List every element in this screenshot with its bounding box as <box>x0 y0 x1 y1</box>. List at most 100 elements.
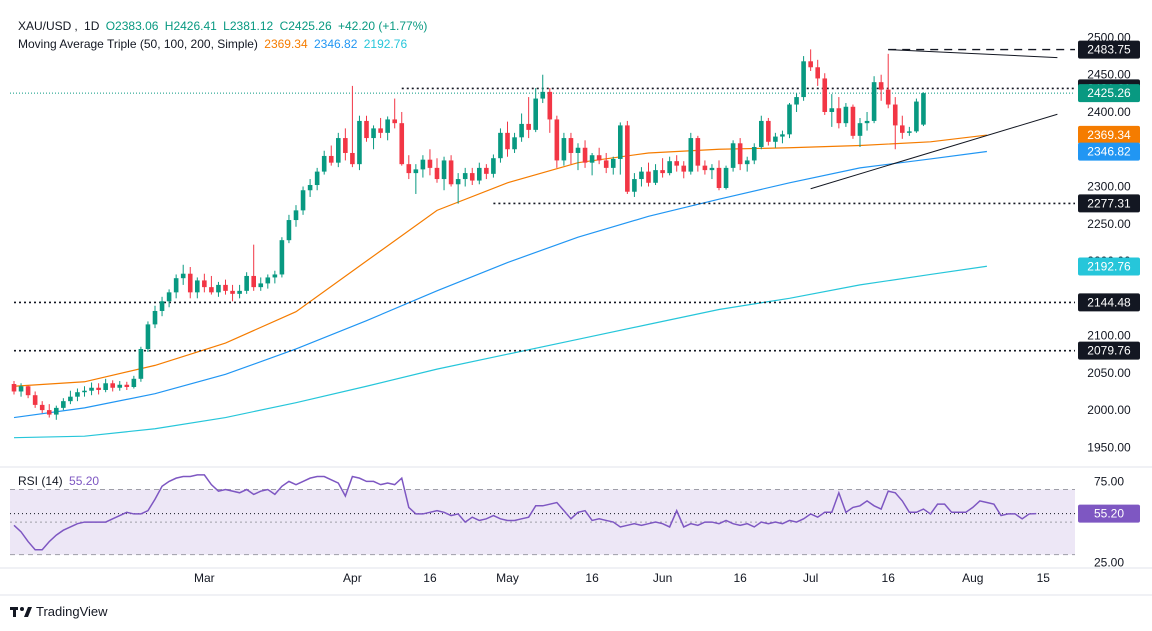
candle-body <box>110 383 115 388</box>
candle-body <box>300 190 306 211</box>
moving-averages <box>13 134 987 439</box>
ma-title[interactable]: Moving Average Triple (50, 100, 200, Sim… <box>18 37 258 51</box>
candle <box>265 274 271 289</box>
level-label-text: 2144.48 <box>1087 295 1131 309</box>
candle <box>209 275 214 295</box>
candle <box>25 385 31 399</box>
candle <box>498 128 503 163</box>
candle-body <box>660 170 665 174</box>
candle-body <box>603 160 609 168</box>
level-label: 2144.48 <box>1078 293 1140 312</box>
candle <box>737 138 743 171</box>
candle <box>921 92 926 127</box>
candle <box>892 97 898 150</box>
candle <box>477 162 482 185</box>
ma100-line <box>13 150 987 419</box>
candle <box>723 165 729 190</box>
time-tick-label: 16 <box>423 571 437 585</box>
candle <box>596 147 602 165</box>
price-tick-label: 2300.00 <box>1087 180 1131 194</box>
candle-body <box>434 167 440 180</box>
time-tick-label: 16 <box>882 571 896 585</box>
candle-body <box>618 125 623 159</box>
candle <box>159 296 165 317</box>
candle <box>815 59 820 86</box>
time-tick-label: 16 <box>733 571 747 585</box>
rsi-last-label-text: 55.20 <box>1094 507 1124 521</box>
candle <box>448 155 454 187</box>
rsi-last-label: 55.20 <box>1078 504 1140 523</box>
candle <box>716 160 722 191</box>
ma-label-text: 2346.82 <box>1087 145 1131 159</box>
time-tick-label: Apr <box>343 571 362 585</box>
candle-body <box>625 125 630 192</box>
candle <box>660 158 665 178</box>
ma50-value: 2369.34 <box>264 37 308 51</box>
candle <box>730 140 736 172</box>
rsi-title[interactable]: RSI (14) <box>18 474 63 488</box>
candle-body <box>237 290 242 294</box>
candle <box>843 103 849 127</box>
candle <box>780 130 785 144</box>
candle-body <box>180 273 186 279</box>
candle-body <box>420 159 426 170</box>
candle-body <box>124 384 130 387</box>
candle <box>145 321 151 352</box>
candle <box>420 155 426 178</box>
candle-body <box>209 287 214 293</box>
candle <box>512 132 517 153</box>
candle <box>836 97 842 129</box>
ma100-value: 2346.82 <box>314 37 358 51</box>
candle-body <box>491 158 496 174</box>
candle-body <box>864 120 870 124</box>
candle-body <box>11 384 17 392</box>
candle <box>864 111 870 131</box>
candle-body <box>829 108 835 112</box>
tradingview-logo-icon <box>10 606 32 617</box>
ma-legend: Moving Average Triple (50, 100, 200, Sim… <box>18 37 410 51</box>
last-price-label-text: 2425.26 <box>1087 86 1131 100</box>
candle <box>413 164 419 194</box>
price-tick-label: 2450.00 <box>1087 68 1131 82</box>
ma200-value: 2192.76 <box>363 37 408 51</box>
ma-label-bg <box>1078 257 1140 276</box>
candle-body <box>96 387 101 390</box>
candle-body <box>251 275 256 288</box>
candle-body <box>723 167 729 189</box>
candle-body <box>766 120 771 142</box>
timeframe[interactable]: 1D <box>84 19 100 33</box>
candle <box>744 156 750 172</box>
last-price-label: 2425.26 <box>1078 84 1140 103</box>
candle <box>674 155 679 172</box>
level-label-text: 2079.76 <box>1087 344 1131 358</box>
ohlc-high: H2426.41 <box>164 19 217 33</box>
candle <box>138 346 144 382</box>
candle <box>540 74 546 104</box>
candle <box>202 273 207 293</box>
symbol-name[interactable]: XAU/USD <box>18 19 72 33</box>
rsi-last-label-bg <box>1078 504 1140 523</box>
candle <box>399 111 405 166</box>
candle <box>32 391 38 408</box>
candle-body <box>427 159 433 168</box>
candle <box>350 85 355 168</box>
candle-body <box>773 136 778 142</box>
ma-label: 2346.82 <box>1078 142 1140 161</box>
candle-body <box>152 310 158 325</box>
candle <box>618 122 623 175</box>
ma-label: 2369.34 <box>1078 125 1140 144</box>
candle <box>646 162 651 187</box>
candle-body <box>357 120 362 165</box>
candle <box>759 115 764 150</box>
candle-body <box>582 147 588 163</box>
candle <box>54 405 59 420</box>
candle <box>822 73 828 115</box>
candle <box>681 161 687 179</box>
tradingview-brand[interactable]: TradingView <box>10 604 108 619</box>
time-axis: Mar Apr 16 May 16 Jun 16 Jul 16 Aug 15 <box>194 571 1050 585</box>
candle-body <box>371 128 376 139</box>
rsi-pane: 25.00 75.00 55.20 <box>10 474 1140 570</box>
time-tick-label: 15 <box>1037 571 1051 585</box>
candle <box>293 205 299 227</box>
symbol-legend: XAU/USD, 1D O2383.06 H2426.41 L2381.12 C… <box>18 19 430 33</box>
